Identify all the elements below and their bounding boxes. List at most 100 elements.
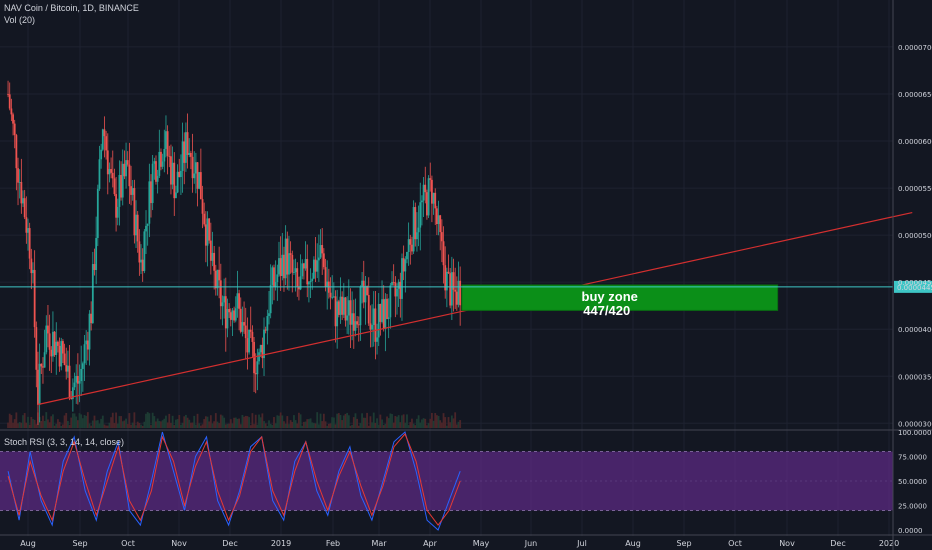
candle-body <box>198 172 201 189</box>
candle-body <box>293 272 295 273</box>
volume-bar <box>391 414 393 428</box>
volume-bar <box>8 413 11 428</box>
volume-bar <box>23 413 26 428</box>
candle-body <box>248 329 250 353</box>
candle-body <box>70 398 73 399</box>
volume-bar <box>312 423 315 428</box>
volume-bar <box>361 413 363 428</box>
candle-body <box>166 131 169 156</box>
candle-body <box>261 344 264 359</box>
candle-body <box>369 323 372 330</box>
candle-body <box>326 281 329 287</box>
candle-body <box>165 131 167 149</box>
candle-body <box>60 341 63 367</box>
volume-bar <box>138 422 141 428</box>
candle-body <box>234 308 237 321</box>
volume-bar <box>434 413 437 428</box>
candle-body <box>271 267 274 285</box>
volume-bar <box>105 425 108 428</box>
candle-body <box>283 254 285 279</box>
volume-bar <box>91 420 94 428</box>
volume-bar <box>38 417 41 428</box>
candle-body <box>73 382 76 388</box>
volume-bar <box>327 423 330 428</box>
volume-bar <box>165 415 167 428</box>
candle-body <box>76 375 79 384</box>
volume-bar <box>57 419 59 428</box>
candle-body <box>113 178 116 195</box>
volume-bar <box>103 424 106 428</box>
volume-bar <box>199 425 202 428</box>
candle-body <box>349 300 352 325</box>
candle-body <box>145 225 147 232</box>
candle-body <box>381 299 383 322</box>
x-tick-label: Dec <box>830 539 845 548</box>
volume-bar <box>258 414 260 428</box>
candle-body <box>204 224 207 246</box>
volume-bar <box>431 412 433 428</box>
candle-body <box>176 171 179 193</box>
volume-bar <box>13 419 16 428</box>
volume-bar <box>404 422 407 428</box>
volume-bar <box>168 413 171 428</box>
candle-body <box>424 184 427 193</box>
volume-bar <box>70 417 73 428</box>
volume-bar <box>454 412 457 428</box>
volume-bar <box>231 423 234 428</box>
volume-bar <box>155 421 157 428</box>
candle-body <box>324 267 327 287</box>
volume-bar <box>439 420 442 428</box>
candle-body <box>189 152 192 157</box>
candle-body <box>57 341 59 346</box>
volume-bar <box>81 418 84 428</box>
candle-body <box>254 373 257 375</box>
volume-bar <box>347 415 350 428</box>
candle-body <box>158 151 161 176</box>
candle-body <box>115 194 117 218</box>
volume-bar <box>118 416 121 428</box>
volume-bar <box>342 415 345 428</box>
x-tick-label: Jun <box>524 539 538 548</box>
candle-body <box>437 215 440 225</box>
volume-bar <box>406 414 408 428</box>
candle-body <box>298 286 300 290</box>
candle-body <box>376 337 378 342</box>
volume-bar <box>96 420 99 428</box>
volume-bar <box>379 414 382 428</box>
candle-body <box>206 218 209 246</box>
volume-bar <box>50 416 53 428</box>
candle-body <box>140 259 142 263</box>
volume-bar <box>150 425 152 428</box>
volume-bar <box>269 423 272 428</box>
volume-bar <box>42 415 44 428</box>
candle-body <box>269 284 272 314</box>
candle-body <box>299 276 302 290</box>
volume-bar <box>115 412 117 428</box>
volume-bar <box>45 412 48 428</box>
candle-body <box>185 132 187 163</box>
volume-bar <box>296 423 299 428</box>
volume-bar <box>111 412 114 428</box>
candle-body <box>81 363 84 369</box>
volume-bar <box>43 420 46 428</box>
volume-bar <box>65 412 68 428</box>
volume-bar <box>110 417 113 428</box>
candle-body <box>120 174 122 198</box>
volume-bar <box>273 417 275 428</box>
chart-title: NAV Coin / Bitcoin, 1D, BINANCE <box>4 3 139 13</box>
volume-bar <box>71 413 74 428</box>
candle-body <box>239 308 242 332</box>
candle-body <box>251 331 254 342</box>
candle-body <box>27 228 29 233</box>
candle-body <box>356 321 359 325</box>
volume-bar <box>244 415 247 428</box>
volume-bar <box>424 418 427 428</box>
candle-body <box>196 162 199 189</box>
volume-bar <box>131 422 134 428</box>
candle-body <box>371 324 373 330</box>
volume-bar <box>188 419 191 428</box>
